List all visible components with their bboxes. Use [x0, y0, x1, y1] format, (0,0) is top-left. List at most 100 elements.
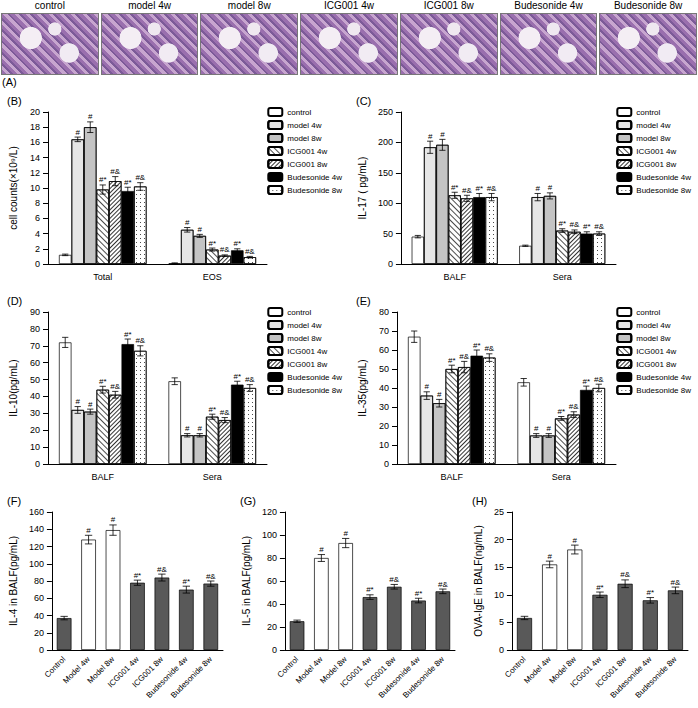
svg-text:60: 60: [267, 576, 277, 586]
svg-text:Budesonide 4w: Budesonide 4w: [287, 173, 342, 182]
svg-text:40: 40: [34, 611, 44, 621]
svg-text:120: 120: [262, 507, 277, 517]
svg-text:ICG001 4w: ICG001 4w: [636, 347, 676, 356]
svg-text:10: 10: [30, 183, 40, 193]
svg-text:0: 0: [35, 259, 40, 269]
svg-text:#*: #*: [233, 239, 241, 248]
svg-text:14: 14: [30, 153, 40, 163]
svg-text:ICG001 8w: ICG001 8w: [636, 160, 676, 169]
svg-text:#*: #*: [366, 585, 374, 594]
svg-text:#: #: [573, 536, 578, 545]
svg-text:model 4w: model 4w: [636, 321, 670, 330]
svg-text:90: 90: [30, 307, 40, 317]
svg-text:#*: #*: [475, 184, 483, 193]
svg-text:10: 10: [30, 442, 40, 452]
svg-text:#: #: [535, 184, 540, 193]
svg-text:20: 20: [379, 421, 389, 431]
svg-text:250: 250: [378, 107, 393, 117]
svg-text:Sera: Sera: [203, 472, 222, 482]
svg-text:#: #: [198, 424, 203, 433]
svg-text:(E): (E): [356, 295, 371, 307]
svg-text:80: 80: [379, 307, 389, 317]
svg-text:#&: #&: [220, 408, 230, 417]
svg-text:#: #: [75, 397, 80, 406]
svg-text:ICG001 4w: ICG001 4w: [287, 347, 327, 356]
svg-text:20: 20: [494, 535, 504, 545]
svg-text:#*: #*: [183, 577, 191, 586]
svg-text:140: 140: [29, 524, 44, 534]
svg-text:#&: #&: [389, 575, 399, 584]
svg-text:0: 0: [499, 645, 504, 655]
svg-text:Budesonide 8w: Budesonide 8w: [636, 186, 691, 195]
svg-text:model 8w: model 8w: [636, 334, 670, 343]
svg-text:#: #: [88, 400, 93, 409]
svg-text:#*: #*: [208, 239, 216, 248]
svg-text:#&: #&: [206, 572, 216, 581]
svg-text:0: 0: [35, 459, 40, 469]
svg-text:10: 10: [494, 590, 504, 600]
svg-text:20: 20: [30, 107, 40, 117]
svg-text:200: 200: [378, 137, 393, 147]
svg-text:0: 0: [388, 259, 393, 269]
svg-text:IL-4 in BALF(pg/mL): IL-4 in BALF(pg/mL): [8, 536, 19, 626]
svg-text:70: 70: [379, 326, 389, 336]
svg-text:#&: #&: [135, 173, 145, 182]
svg-text:model 4w: model 4w: [636, 121, 670, 130]
svg-text:control: control: [636, 108, 660, 117]
svg-text:50: 50: [383, 229, 393, 239]
svg-text:ICG001 8w: ICG001 8w: [636, 360, 676, 369]
svg-text:(F): (F): [7, 495, 21, 507]
svg-text:IL-5 in BALF(pg/mL): IL-5 in BALF(pg/mL): [241, 536, 252, 626]
svg-text:#: #: [319, 545, 324, 554]
svg-text:model 8w: model 8w: [287, 134, 321, 143]
svg-text:#*: #*: [473, 341, 481, 350]
svg-text:#*: #*: [124, 178, 132, 187]
svg-text:#*: #*: [124, 330, 132, 339]
svg-text:Budesonide 8w: Budesonide 8w: [634, 655, 679, 700]
svg-text:#&: #&: [459, 352, 469, 361]
svg-text:BALF: BALF: [440, 472, 463, 482]
svg-text:Budesonide 4w: Budesonide 4w: [608, 655, 653, 700]
svg-text:Budesonide 8w: Budesonide 8w: [401, 655, 446, 700]
svg-text:0: 0: [272, 645, 277, 655]
svg-text:ICG001 4w: ICG001 4w: [636, 147, 676, 156]
svg-text:EOS: EOS: [203, 272, 222, 282]
svg-text:#&: #&: [220, 245, 230, 254]
svg-text:#*: #*: [415, 589, 423, 598]
svg-text:model 4w: model 4w: [287, 121, 321, 130]
svg-text:ICG001 8w: ICG001 8w: [287, 160, 327, 169]
svg-text:#: #: [111, 515, 116, 524]
svg-text:#: #: [343, 529, 348, 538]
svg-text:Budesonide 8w: Budesonide 8w: [636, 386, 691, 395]
svg-text:#: #: [198, 225, 203, 234]
svg-text:#: #: [437, 390, 442, 399]
svg-text:80: 80: [267, 553, 277, 563]
svg-text:#: #: [547, 424, 552, 433]
svg-text:#: #: [534, 424, 539, 433]
svg-text:Control: Control: [503, 655, 528, 680]
svg-text:#&: #&: [135, 336, 145, 345]
svg-text:#&: #&: [569, 402, 579, 411]
svg-text:80: 80: [30, 324, 40, 334]
svg-text:#&: #&: [594, 222, 604, 231]
svg-text:160: 160: [29, 507, 44, 517]
svg-text:#*: #*: [558, 219, 566, 228]
svg-text:BALF: BALF: [91, 472, 114, 482]
svg-text:#*: #*: [448, 356, 456, 365]
svg-text:#*: #*: [99, 175, 107, 184]
svg-text:control: control: [287, 108, 311, 117]
svg-text:#&: #&: [570, 220, 580, 229]
svg-text:6: 6: [35, 213, 40, 223]
svg-text:(H): (H): [472, 495, 487, 507]
svg-text:#: #: [88, 112, 93, 121]
svg-text:#: #: [75, 128, 80, 137]
svg-text:#&: #&: [438, 580, 448, 589]
svg-text:60: 60: [30, 358, 40, 368]
svg-text:#: #: [185, 424, 190, 433]
svg-text:Total: Total: [93, 272, 112, 282]
svg-text:8: 8: [35, 198, 40, 208]
svg-text:40: 40: [379, 383, 389, 393]
svg-text:30: 30: [379, 402, 389, 412]
svg-text:20: 20: [34, 628, 44, 638]
svg-text:#&: #&: [157, 565, 167, 574]
